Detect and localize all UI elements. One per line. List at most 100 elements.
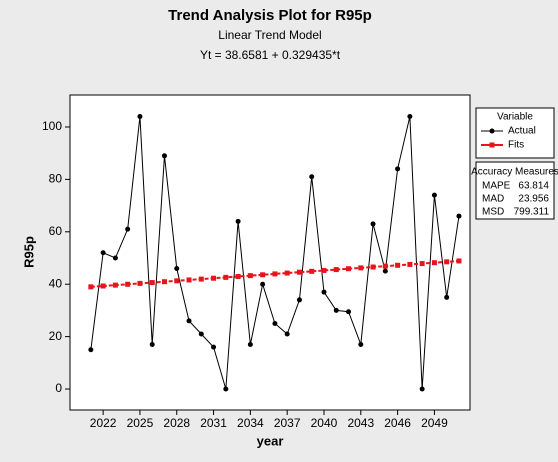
point	[444, 259, 450, 265]
point	[186, 318, 192, 324]
y-tick-label: 60	[49, 224, 63, 238]
point	[186, 277, 192, 283]
chart-title: Trend Analysis Plot for R95p	[168, 7, 372, 24]
point	[100, 250, 106, 256]
point	[198, 276, 204, 282]
point	[247, 341, 253, 347]
accuracy-name: MAD	[482, 194, 504, 205]
point	[149, 341, 155, 347]
point	[88, 347, 94, 353]
y-tick-label: 40	[49, 276, 63, 290]
point	[260, 281, 266, 287]
y-tick-label: 20	[49, 329, 63, 343]
point	[456, 213, 462, 219]
point	[419, 261, 425, 267]
point	[174, 278, 180, 284]
y-tick-label: 80	[49, 172, 63, 186]
point	[161, 153, 167, 159]
x-tick-label: 2049	[421, 416, 448, 430]
point	[370, 221, 376, 227]
point	[125, 281, 131, 287]
subtitle: Linear Trend Model	[218, 28, 321, 42]
point	[395, 166, 401, 172]
point	[358, 341, 364, 347]
accuracy-value: 23.956	[518, 194, 549, 205]
point	[112, 282, 118, 288]
point	[247, 273, 253, 279]
point	[431, 192, 437, 198]
point	[395, 262, 401, 268]
point	[333, 267, 339, 273]
accuracy-title: Accuracy Measures	[471, 167, 558, 178]
x-tick-label: 2037	[274, 416, 301, 430]
x-tick-label: 2028	[163, 416, 190, 430]
point	[407, 113, 413, 119]
point	[260, 272, 266, 278]
point	[112, 255, 118, 261]
point	[137, 280, 143, 286]
point	[407, 261, 413, 267]
point	[333, 307, 339, 313]
point	[309, 268, 315, 274]
point	[321, 289, 327, 295]
x-tick-label: 2046	[384, 416, 411, 430]
legend-marker	[489, 142, 495, 148]
plot-area	[69, 94, 471, 411]
point	[346, 309, 352, 315]
point	[382, 263, 388, 269]
point	[161, 279, 167, 285]
x-tick-label: 2034	[237, 416, 264, 430]
legend-title: Variable	[497, 112, 533, 123]
point	[456, 258, 462, 264]
point	[235, 274, 241, 280]
point	[100, 283, 106, 289]
accuracy-box	[475, 161, 555, 220]
x-tick-label: 2043	[347, 416, 374, 430]
accuracy-value: 799.311	[514, 207, 550, 218]
accuracy-name: MSD	[482, 207, 504, 218]
y-tick-label: 100	[42, 119, 62, 133]
point	[321, 267, 327, 273]
point	[211, 275, 217, 281]
x-axis-label: year	[257, 433, 284, 448]
point	[223, 274, 229, 280]
legend-label: Actual	[508, 126, 536, 137]
point	[272, 321, 278, 327]
point	[346, 266, 352, 272]
x-tick-label: 2040	[311, 416, 338, 430]
point	[382, 268, 388, 274]
point	[296, 297, 302, 303]
point	[419, 386, 425, 392]
point	[358, 265, 364, 271]
x-tick-label: 2031	[200, 416, 227, 430]
point	[211, 344, 217, 350]
point	[174, 265, 180, 271]
point	[444, 294, 450, 300]
point	[88, 284, 94, 290]
point	[370, 264, 376, 270]
point	[125, 226, 131, 232]
point	[198, 331, 204, 337]
legend-box	[475, 107, 555, 159]
point	[309, 174, 315, 180]
point	[284, 331, 290, 337]
accuracy-name: MAPE	[482, 181, 511, 192]
point	[296, 269, 302, 275]
point	[149, 280, 155, 286]
legend-marker	[489, 128, 495, 134]
point	[223, 386, 229, 392]
point	[431, 260, 437, 266]
y-axis-label: R95p	[21, 236, 36, 268]
equation: Yt = 38.6581 + 0.329435*t	[200, 48, 341, 62]
point	[284, 270, 290, 276]
accuracy-value: 63.814	[518, 181, 549, 192]
x-tick-label: 2025	[127, 416, 154, 430]
point	[272, 271, 278, 277]
y-tick-label: 0	[55, 381, 62, 395]
point	[137, 113, 143, 119]
legend-label: Fits	[508, 140, 524, 151]
point	[235, 218, 241, 224]
x-tick-label: 2022	[90, 416, 117, 430]
